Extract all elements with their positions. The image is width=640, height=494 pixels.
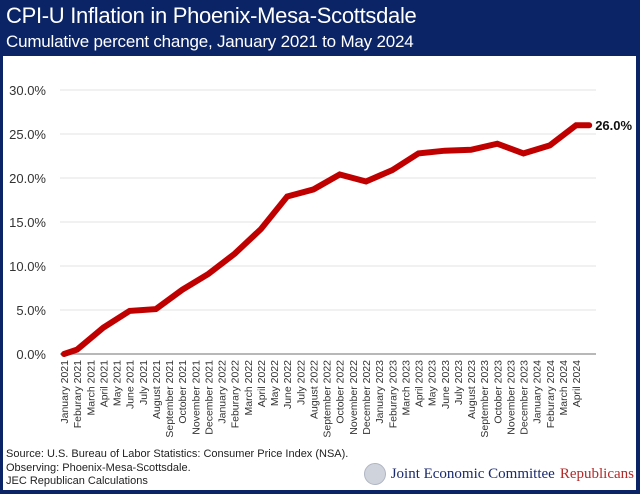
x-tick-label: April 2024 [571,360,583,407]
x-tick-label: December 2021 [203,360,215,435]
x-tick-label: April 2023 [414,360,426,407]
y-axis-ticks: 0.0% 5.0% 10.0% 15.0% 20.0% 25.0% 30.0% [9,83,46,362]
source-note: Source: U.S. Bureau of Labor Statistics:… [6,448,348,489]
gridlines [60,89,596,355]
y-tick-label: 30.0% [9,83,46,98]
x-tick-label: January 2024 [532,360,544,424]
chart-subtitle: Cumulative percent change, January 2021 … [6,32,414,51]
x-tick-label: March 2023 [400,360,412,416]
chart-title: CPI-U Inflation in Phoenix-Mesa-Scottsda… [6,3,417,28]
x-tick-label: April 2021 [98,360,110,407]
x-tick-label: March 2021 [85,360,97,416]
source-line: Observing: Phoenix-Mesa-Scottsdale. [6,461,191,474]
x-tick-label: November 2023 [505,360,517,435]
x-tick-label: June 2022 [282,360,294,409]
source-line: Source: U.S. Bureau of Labor Statistics:… [6,448,349,460]
x-tick-label: January 2022 [217,360,229,424]
x-tick-label: November 2022 [348,360,360,435]
x-tick-label: August 2021 [151,360,163,419]
x-tick-label: January 2021 [59,360,71,424]
y-tick-label: 15.0% [9,215,46,230]
logo-text: Joint Economic Committee [390,465,555,482]
x-tick-label: May 2021 [112,360,124,406]
y-tick-label: 5.0% [16,303,46,318]
x-tick-label: May 2022 [269,360,281,406]
x-tick-label: August 2022 [308,360,320,419]
x-tick-label: Feburary 2024 [545,360,557,428]
x-tick-label: July 2022 [295,360,307,405]
jec-logo: Joint Economic Committee Republicans [363,463,634,485]
series-layer: 26.0% [61,118,633,357]
series-line [61,122,593,357]
x-tick-label: October 2021 [177,360,189,424]
x-tick-label: April 2022 [256,360,268,407]
x-tick-label: May 2023 [427,360,439,406]
x-tick-label: December 2023 [519,360,531,435]
x-tick-label: December 2022 [361,360,373,435]
x-axis-ticks: January 2021 Feburary 2021 March 2021 April… [59,360,583,438]
x-tick-label: Feburary 2023 [387,360,399,428]
x-tick-label: March 2024 [558,360,570,416]
x-tick-label: November 2021 [190,360,202,435]
x-tick-label: June 2021 [125,360,137,409]
x-tick-label: September 2021 [164,360,176,438]
x-tick-label: Feburary 2022 [230,360,242,428]
y-tick-label: 20.0% [9,171,46,186]
x-tick-label: July 2021 [138,360,150,405]
y-tick-label: 10.0% [9,259,46,274]
x-tick-label: August 2023 [466,360,478,419]
y-tick-label: 0.0% [16,347,46,362]
x-tick-label: October 2022 [335,360,347,424]
chart-panel [3,56,636,490]
logo-accent-text: Republicans [559,465,634,482]
source-line: JEC Republican Calculations [6,475,148,487]
x-tick-label: June 2023 [440,360,452,409]
y-tick-label: 25.0% [9,127,46,142]
x-tick-label: September 2023 [479,360,491,438]
x-tick-label: Feburary 2021 [72,360,84,428]
end-value-label: 26.0% [595,118,632,133]
congressional-seal-icon [363,463,386,485]
x-tick-label: July 2023 [453,360,465,405]
x-tick-label: October 2023 [492,360,504,424]
x-tick-label: January 2023 [374,360,386,424]
x-tick-label: March 2022 [243,360,255,416]
x-tick-label: September 2022 [322,360,334,438]
